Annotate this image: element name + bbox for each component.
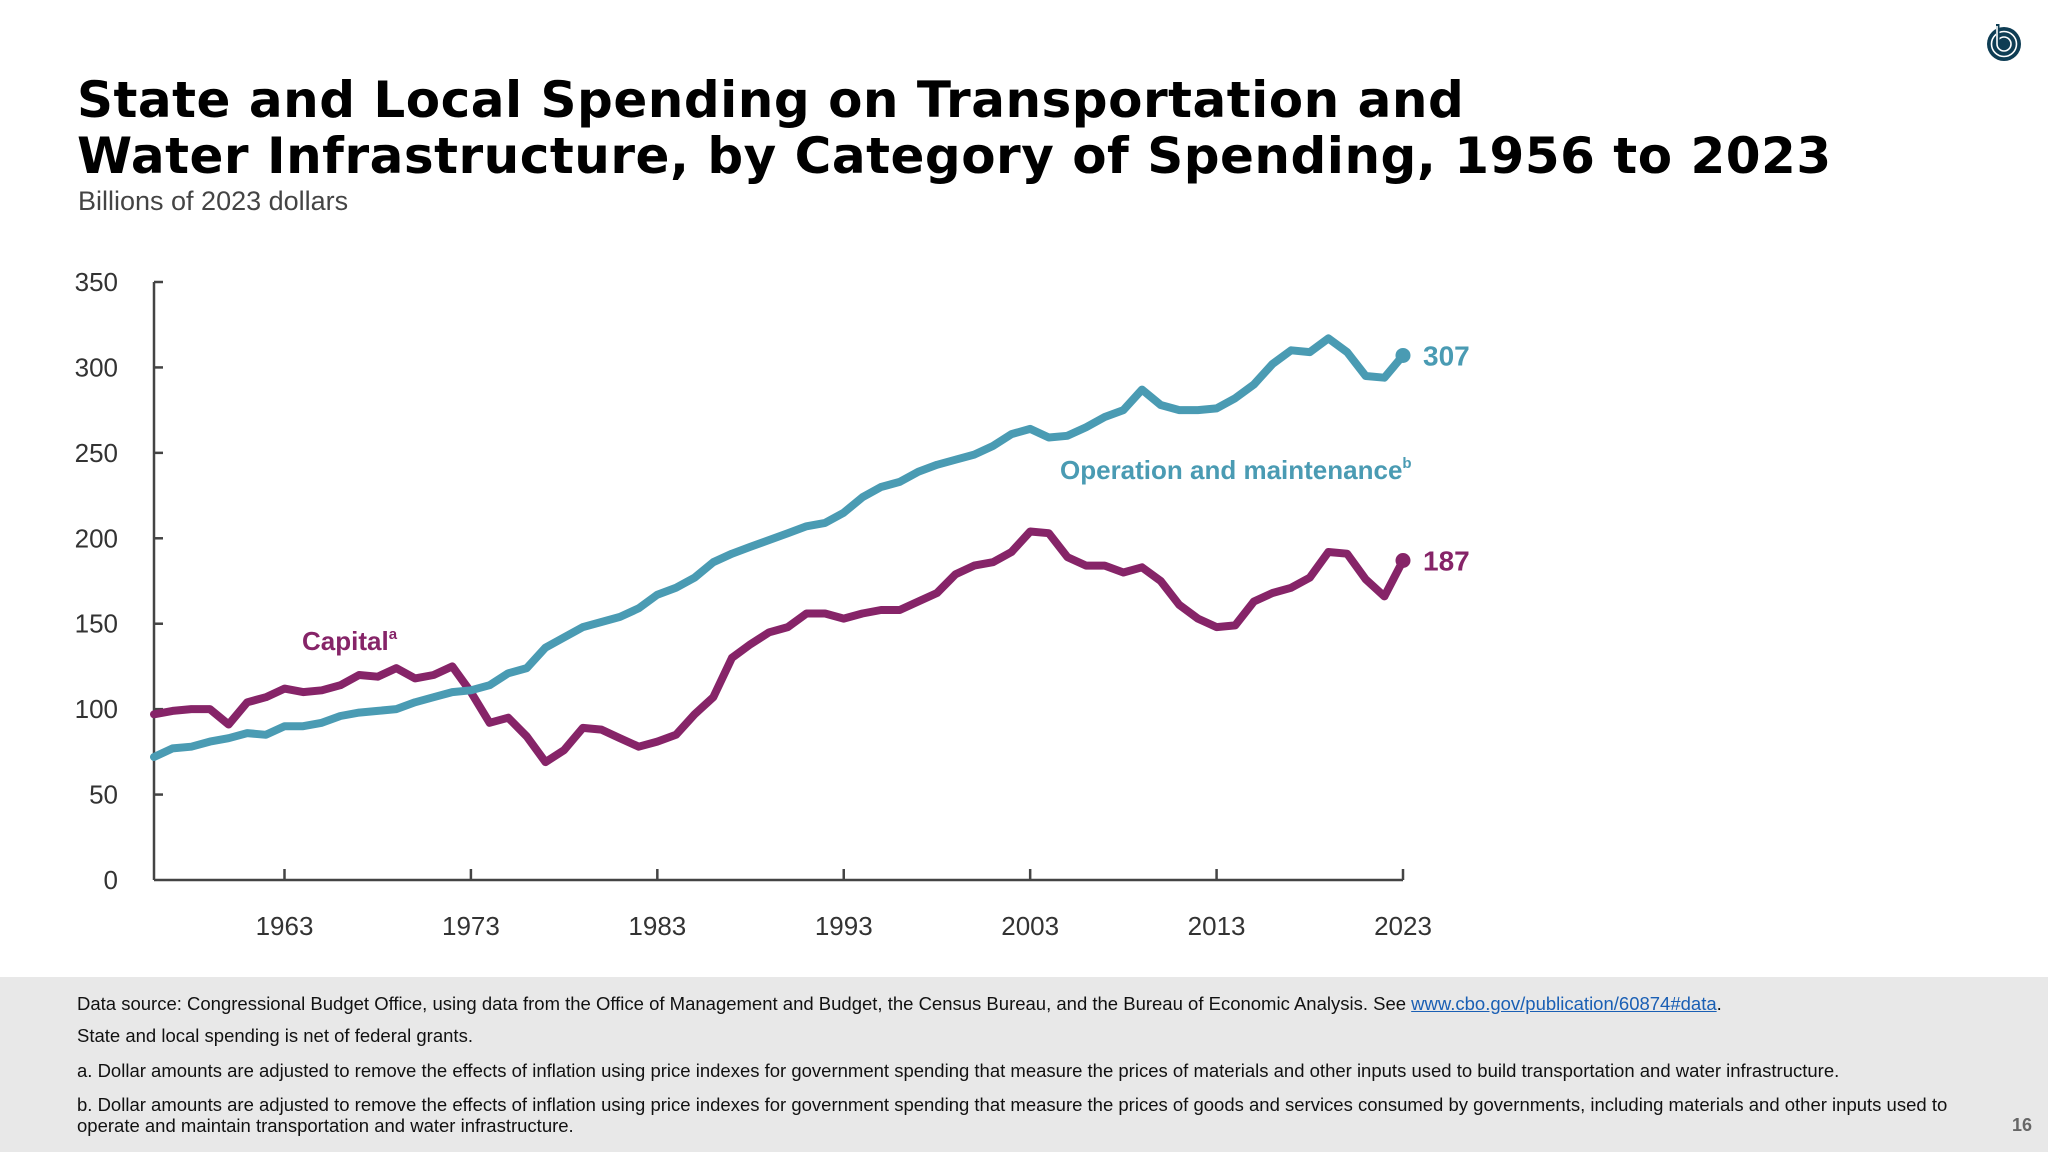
y-tick-label: 300 — [75, 352, 118, 382]
grants-note: State and local spending is net of feder… — [77, 1025, 473, 1046]
x-tick-label: 2013 — [1188, 911, 1246, 941]
end-value-label: 187 — [1423, 545, 1470, 576]
y-tick-label: 100 — [75, 694, 118, 724]
x-tick-label: 1993 — [815, 911, 873, 941]
source-link[interactable]: www.cbo.gov/publication/60874#data — [1411, 993, 1717, 1014]
x-tick-label: 1963 — [256, 911, 314, 941]
axes: 0 50 100 150 200 250 300 350 1963 1973 1983 1993 200… — [75, 267, 1432, 941]
y-tick-label: 200 — [75, 523, 118, 553]
end-point-marker — [1395, 347, 1411, 363]
y-tick-label: 350 — [75, 267, 118, 297]
data-source-note: Data source: Congressional Budget Office… — [77, 993, 1977, 1014]
title-line-1: State and Local Spending on Transportati… — [77, 71, 1465, 129]
x-tick-label: 2023 — [1374, 911, 1432, 941]
cbo-logo-icon — [1987, 24, 2021, 61]
source-suffix: . — [1716, 993, 1722, 1014]
series-name-label: Operation and maintenanceb — [1060, 455, 1412, 485]
chart-subtitle: Billions of 2023 dollars — [78, 186, 349, 216]
page-title: State and Local Spending on Transportati… — [77, 72, 1832, 184]
end-value-label: 307 — [1423, 340, 1470, 371]
y-tick-label: 0 — [104, 865, 118, 895]
x-tick-label: 2003 — [1001, 911, 1059, 941]
x-tick-label: 1973 — [442, 911, 500, 941]
series-name-label: Capitala — [302, 626, 398, 656]
footnote-a: a. Dollar amounts are adjusted to remove… — [77, 1060, 1840, 1081]
y-tick-label: 50 — [89, 780, 118, 810]
title-line-2: Water Infrastructure, by Category of Spe… — [77, 127, 1832, 185]
x-tick-label: 1983 — [628, 911, 686, 941]
page-number: 16 — [2012, 1115, 2033, 1135]
source-text: Data source: Congressional Budget Office… — [77, 993, 1412, 1014]
series-lines — [150, 334, 1411, 767]
series-line-operation-maintenance — [150, 334, 1407, 761]
footnote-b: b. Dollar amounts are adjusted to remove… — [77, 1094, 1948, 1136]
line-chart: 0 50 100 150 200 250 300 350 1963 1973 1983 1993 200… — [75, 267, 1470, 941]
series-labels: 187 Capitala 307 Operation and maintenanceb — [302, 340, 1470, 656]
y-tick-label: 150 — [75, 609, 118, 639]
series-line-capital — [150, 527, 1407, 767]
footer: Data source: Congressional Budget Office… — [0, 977, 2048, 1152]
end-point-marker — [1395, 552, 1411, 568]
y-tick-label: 250 — [75, 438, 118, 468]
